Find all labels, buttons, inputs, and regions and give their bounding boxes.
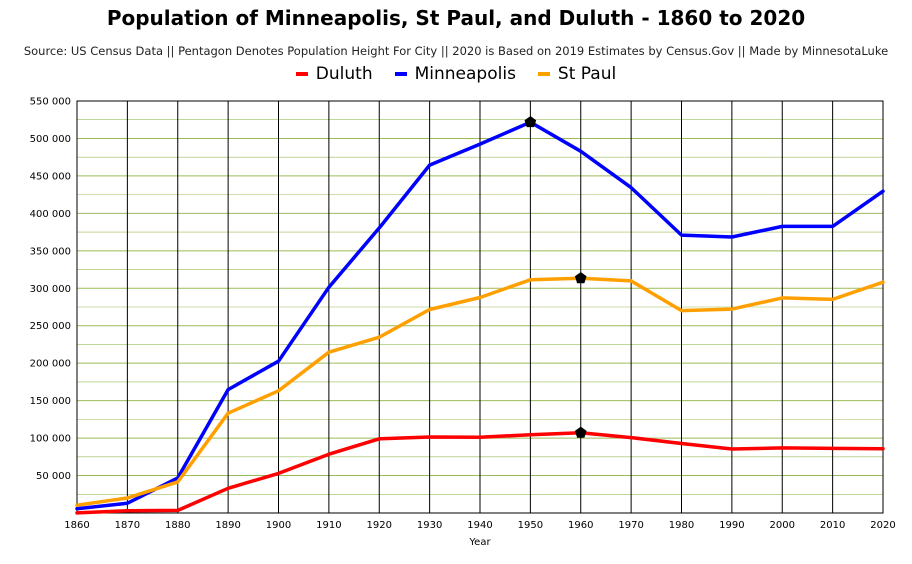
legend-item-duluth: Duluth [295,64,373,84]
x-tick-label: 1940 [467,520,492,531]
x-tick-label: 1860 [64,520,89,531]
y-tick-label: 400 000 [30,209,71,220]
y-tick-labels: 50 000 100 000 150 000 200 000 250 000 300 00… [30,97,71,483]
x-tick-label: 2010 [820,520,845,531]
chart-title: Population of Minneapolis, St Paul, and … [106,6,806,30]
legend-swatch-st-paul [537,72,550,76]
x-tick-label: 1970 [618,520,643,531]
x-tick-label: 1950 [518,520,543,531]
axes [76,100,884,514]
y-tick-label: 100 000 [30,434,71,445]
y-tick-label: 200 000 [30,359,71,370]
x-tick-label: 2020 [870,520,895,531]
peak-marker-duluth [574,426,587,438]
x-axis-title: Year [468,537,491,548]
x-tick-label: 1890 [215,520,240,531]
x-tick-label: 1880 [165,520,190,531]
x-tick-labels: 1860 1870 1880 1890 1900 1910 1920 1930 1940 1950… [64,520,895,531]
series-line-st-paul [75,276,885,507]
peak-markers [524,116,587,438]
legend-swatch-minneapolis [394,72,407,76]
x-tick-label: 1870 [115,520,140,531]
x-tick-label: 1900 [266,520,291,531]
x-tick-label: 1990 [719,520,744,531]
legend-item-st-paul: St Paul [537,64,617,84]
x-tick-label: 1920 [367,520,392,531]
x-tick-label: 1960 [568,520,593,531]
series-line-minneapolis [75,120,885,511]
y-tick-label: 350 000 [30,246,71,257]
y-tick-label: 250 000 [30,321,71,332]
legend-item-minneapolis: Minneapolis [394,64,516,84]
y-tick-label: 450 000 [30,171,71,182]
peak-marker-minneapolis [524,116,537,128]
x-tick-label: 1930 [417,520,442,531]
plot-frame [76,100,884,514]
series-line-duluth [75,431,885,515]
y-tick-label: 50 000 [36,471,71,482]
y-tick-label: 500 000 [30,134,71,145]
series-lines [75,120,885,515]
y-tick-label: 150 000 [30,396,71,407]
legend: Duluth Minneapolis St Paul [0,64,912,84]
legend-swatch-duluth [295,72,308,76]
x-tick-label: 2000 [770,520,795,531]
y-tick-label: 300 000 [30,284,71,295]
x-tick-label: 1910 [316,520,341,531]
y-tick-label: 550 000 [30,97,71,108]
legend-label-st-paul: St Paul [557,64,617,84]
x-tick-label: 1980 [669,520,694,531]
chart-subtitle: Source: US Census Data || Pentagon Denot… [23,44,889,58]
legend-label-duluth: Duluth [315,64,373,84]
peak-marker-st-paul [574,272,587,284]
legend-label-minneapolis: Minneapolis [414,64,516,84]
